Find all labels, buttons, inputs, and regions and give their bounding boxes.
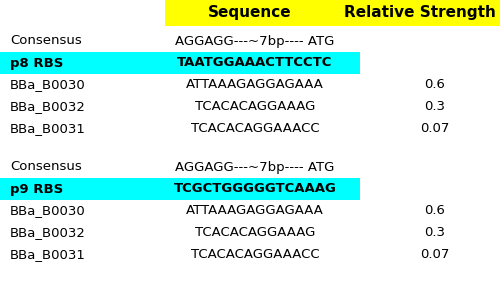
Text: 0.3: 0.3: [424, 101, 446, 114]
Text: p9 RBS: p9 RBS: [10, 183, 63, 195]
Text: p8 RBS: p8 RBS: [10, 57, 64, 70]
Text: TAATGGAAACTTCCTC: TAATGGAAACTTCCTC: [178, 57, 332, 70]
Text: Sequence: Sequence: [208, 5, 292, 20]
Text: TCACACAGGAAAG: TCACACAGGAAAG: [195, 101, 315, 114]
Text: TCACACAGGAAACC: TCACACAGGAAACC: [190, 122, 320, 135]
Bar: [0, 178, 360, 200]
Text: 0.07: 0.07: [420, 248, 450, 262]
Text: BBa_B0031: BBa_B0031: [10, 248, 86, 262]
Text: AGGAGG---~7bp---- ATG: AGGAGG---~7bp---- ATG: [176, 34, 334, 47]
Text: BBa_B0031: BBa_B0031: [10, 122, 86, 135]
Text: Consensus: Consensus: [10, 160, 82, 174]
Text: ATTAAAGAGGAGAAA: ATTAAAGAGGAGAAA: [186, 204, 324, 218]
Bar: [0, 52, 360, 74]
Text: BBa_B0030: BBa_B0030: [10, 204, 86, 218]
Text: 0.07: 0.07: [420, 122, 450, 135]
Text: 0.6: 0.6: [424, 78, 446, 91]
Bar: [165, 0, 500, 26]
Text: BBa_B0032: BBa_B0032: [10, 101, 86, 114]
Text: Consensus: Consensus: [10, 34, 82, 47]
Text: BBa_B0030: BBa_B0030: [10, 78, 86, 91]
Text: AGGAGG---~7bp---- ATG: AGGAGG---~7bp---- ATG: [176, 160, 334, 174]
Text: TCACACAGGAAAG: TCACACAGGAAAG: [195, 227, 315, 239]
Text: ATTAAAGAGGAGAAA: ATTAAAGAGGAGAAA: [186, 78, 324, 91]
Text: 0.6: 0.6: [424, 204, 446, 218]
Text: 0.3: 0.3: [424, 227, 446, 239]
Text: Relative Strength: Relative Strength: [344, 5, 496, 20]
Text: TCGCTGGGGGTCAAAG: TCGCTGGGGGTCAAAG: [174, 183, 336, 195]
Text: TCACACAGGAAACC: TCACACAGGAAACC: [190, 248, 320, 262]
Text: BBa_B0032: BBa_B0032: [10, 227, 86, 239]
